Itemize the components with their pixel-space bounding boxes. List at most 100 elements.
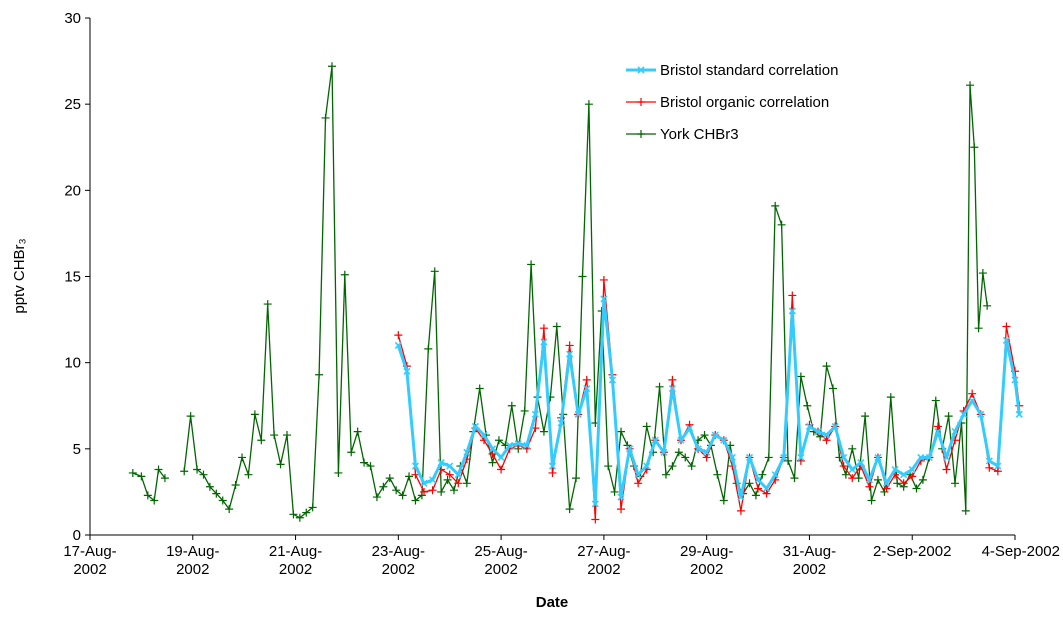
series-point xyxy=(642,422,651,431)
series-point xyxy=(428,486,437,495)
series-point xyxy=(788,307,796,315)
series-point xyxy=(480,431,488,439)
series-point xyxy=(703,448,711,456)
series-point xyxy=(886,393,895,402)
legend-label: York CHBr3 xyxy=(660,126,739,143)
series-point xyxy=(643,462,651,470)
series-point xyxy=(497,465,506,474)
series-point xyxy=(674,448,683,457)
series-point xyxy=(985,463,994,472)
series-point xyxy=(848,474,857,483)
series-point xyxy=(728,453,736,462)
series-point xyxy=(443,475,452,484)
series-point xyxy=(143,491,152,500)
series-point xyxy=(974,324,983,333)
series-point xyxy=(520,406,529,415)
y-tick-label: 5 xyxy=(73,441,81,458)
series-point xyxy=(655,382,664,391)
series-point xyxy=(591,515,600,524)
x-tick-label: 17-Aug-2002 xyxy=(63,543,116,578)
x-tick-label: 23-Aug-2002 xyxy=(372,543,425,578)
series-point xyxy=(238,453,247,462)
series-point xyxy=(608,376,617,384)
legend-label: Bristol standard correlation xyxy=(660,62,838,79)
series-point xyxy=(993,467,1002,476)
series-1 xyxy=(394,275,1024,524)
plot-area: 0 5 10 15 20 25 30 17-Aug-2002 19-Aug-2002 21-Au… xyxy=(63,10,1060,578)
series-point xyxy=(282,431,291,440)
series-point xyxy=(186,412,195,421)
series-point xyxy=(394,341,402,349)
x-tick-label: 21-Aug-2002 xyxy=(269,543,322,578)
series-point xyxy=(289,510,298,519)
series-point xyxy=(719,496,728,505)
series-point xyxy=(634,479,643,488)
series-point xyxy=(763,484,771,493)
y-tick-label: 15 xyxy=(64,269,81,286)
series-point xyxy=(617,493,625,501)
series-point xyxy=(604,462,613,471)
series-point xyxy=(180,467,189,476)
series-point xyxy=(966,81,975,90)
series-point xyxy=(968,389,977,398)
series-point xyxy=(302,508,311,517)
series-point xyxy=(315,370,324,379)
series-line xyxy=(396,297,1021,506)
series-point xyxy=(908,465,916,474)
series-point xyxy=(366,462,375,471)
series-point xyxy=(276,460,285,469)
series-point xyxy=(420,487,429,496)
series-point xyxy=(960,410,968,418)
series-point xyxy=(450,486,459,495)
series-point xyxy=(745,479,754,488)
series-point xyxy=(199,470,208,479)
series-point xyxy=(685,424,694,432)
series-point xyxy=(599,275,608,284)
series-point xyxy=(841,470,850,479)
x-tick-label: 4-Sep-2002 xyxy=(982,543,1060,560)
series-point xyxy=(865,482,874,491)
series-point xyxy=(711,431,719,439)
series-point xyxy=(583,384,591,393)
series-point xyxy=(445,470,454,479)
series-point xyxy=(745,453,754,462)
series-point xyxy=(912,484,921,493)
series-point xyxy=(295,513,304,522)
series-point xyxy=(578,272,587,281)
series-point xyxy=(379,482,388,491)
series-point xyxy=(942,453,951,462)
series-point xyxy=(805,422,814,430)
series-point xyxy=(548,468,557,477)
series-point xyxy=(754,476,762,484)
series-point xyxy=(212,489,221,498)
series-point xyxy=(985,457,993,465)
series-point xyxy=(931,396,940,405)
series-point xyxy=(591,500,599,508)
series-point xyxy=(437,459,445,467)
series-point xyxy=(814,428,822,436)
series-point xyxy=(637,98,645,106)
series-point xyxy=(944,412,953,421)
series-0 xyxy=(394,295,1023,508)
series-point xyxy=(205,482,214,491)
series-point xyxy=(610,487,619,496)
series-line xyxy=(132,65,988,519)
series-point xyxy=(225,505,234,514)
y-axis-title: pptv CHBr₃ xyxy=(11,238,28,313)
series-point xyxy=(977,410,985,418)
series-point xyxy=(398,491,407,500)
series-point xyxy=(900,471,908,479)
x-axis-title: Date xyxy=(536,594,569,611)
series-point xyxy=(918,475,927,484)
series-point xyxy=(218,496,227,505)
series-point xyxy=(867,496,876,505)
series-point xyxy=(565,341,574,350)
series-point xyxy=(687,462,696,471)
x-tick-label: 31-Aug-2002 xyxy=(783,543,836,578)
series-point xyxy=(548,462,557,470)
series-point xyxy=(790,474,799,483)
series-point xyxy=(263,300,272,309)
series-point xyxy=(582,375,591,384)
series-point xyxy=(360,458,369,467)
series-point xyxy=(908,472,917,481)
